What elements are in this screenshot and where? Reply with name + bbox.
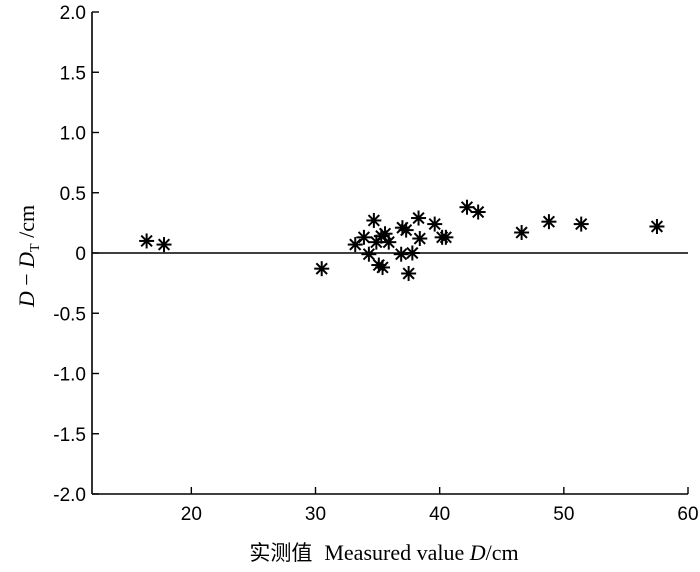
y-axis-var: D [14, 291, 39, 308]
x-tick-label: 60 [677, 504, 698, 525]
data-point [314, 261, 330, 277]
y-tick-label: 1.5 [60, 63, 86, 84]
y-axis-unit: /cm [14, 205, 39, 244]
x-axis-unit: /cm [486, 540, 519, 565]
y-tick-label: -0.5 [53, 304, 86, 325]
data-point [401, 265, 417, 281]
data-point [375, 259, 391, 275]
x-axis-title: 实测值 Measured value D/cm [249, 540, 518, 565]
data-point [398, 222, 414, 238]
x-axis-title-en: Measured value [324, 540, 469, 565]
data-point [381, 234, 397, 250]
y-axis-var2: D [14, 252, 39, 269]
y-tick-label: -1.0 [53, 365, 86, 386]
y-tick-label: 2.0 [60, 3, 86, 24]
data-point [470, 204, 486, 220]
data-point [412, 231, 428, 247]
data-point [514, 225, 530, 241]
data-point [649, 218, 665, 234]
x-axis-var: D [469, 540, 486, 565]
data-point [356, 229, 372, 245]
data-point [404, 245, 420, 261]
data-point [438, 229, 454, 245]
y-tick-label: 1.0 [60, 124, 86, 145]
data-point [427, 216, 443, 232]
x-tick-label: 30 [305, 504, 326, 525]
tick-marks [92, 11, 689, 495]
y-tick-labels: 2.0 1.5 1.0 0.5 0 -0.5 -1.0 -1.5 -2.0 [53, 3, 86, 506]
y-axis-subscript: T [28, 243, 43, 252]
x-tick-labels: 20 30 40 50 60 [181, 504, 699, 525]
y-axis-title: D − DT /cm [14, 205, 43, 308]
data-point [139, 233, 155, 249]
x-tick-label: 50 [553, 504, 574, 525]
y-axis-minus: − [14, 268, 39, 291]
data-point [573, 216, 589, 232]
data-point [347, 237, 363, 253]
data-point [156, 237, 172, 253]
y-tick-label: -2.0 [53, 485, 86, 506]
data-point [366, 212, 382, 228]
x-tick-label: 20 [181, 504, 202, 525]
data-point [411, 210, 427, 226]
data-point [361, 246, 377, 262]
data-points [139, 199, 665, 281]
x-axis-title-cn: 实测值 [249, 541, 312, 565]
y-tick-label: 0.5 [60, 184, 86, 205]
data-point [541, 214, 557, 230]
data-point [459, 199, 475, 215]
data-point [393, 246, 409, 262]
y-tick-label: 0 [75, 244, 86, 265]
x-tick-label: 40 [429, 504, 450, 525]
y-tick-label: -1.5 [53, 425, 86, 446]
